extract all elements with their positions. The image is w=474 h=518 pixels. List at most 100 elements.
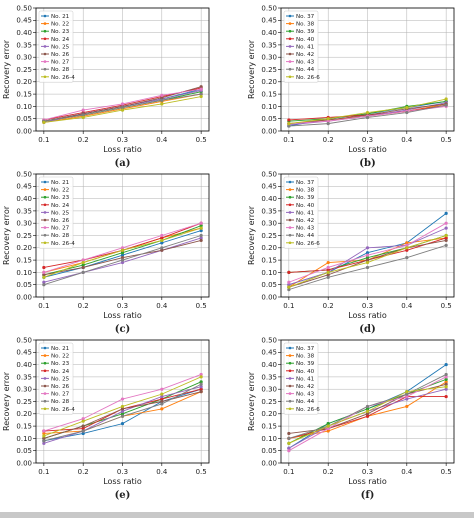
legend-marker xyxy=(43,180,47,184)
data-point xyxy=(444,363,448,367)
panel-caption: (e) xyxy=(115,490,131,501)
y-tick-label: 0.40 xyxy=(16,195,32,203)
legend-label: No. 26 xyxy=(51,52,70,58)
data-point xyxy=(160,241,164,245)
x-axis-title: Loss ratio xyxy=(348,477,387,486)
y-tick-label: 0.00 xyxy=(261,127,277,135)
legend-label: No. 26 xyxy=(51,218,70,224)
data-point xyxy=(160,236,164,240)
legend-label: No. 28 xyxy=(51,67,70,73)
legend-marker xyxy=(43,369,47,373)
legend-marker xyxy=(288,180,292,184)
legend-marker xyxy=(43,67,47,71)
legend-marker xyxy=(43,37,47,41)
x-tick-label: 0.1 xyxy=(38,468,49,476)
legend-label: No. 23 xyxy=(51,361,70,367)
data-point xyxy=(120,412,125,416)
data-point xyxy=(444,211,448,215)
data-point xyxy=(287,449,291,453)
chart-panel: 0.00 0.05 0.10 0.15 0.20 0.25 0.30 0.35 0.40 0.45… xyxy=(247,4,455,169)
legend-label: No. 22 xyxy=(51,354,69,360)
data-point xyxy=(326,422,330,426)
data-point xyxy=(81,426,85,431)
legend-marker xyxy=(288,218,292,222)
cropped-caption-strip xyxy=(0,512,474,518)
data-point xyxy=(199,380,203,384)
legend-label: No. 40 xyxy=(296,37,315,43)
data-point xyxy=(444,238,448,243)
y-tick-label: 0.10 xyxy=(16,435,32,443)
data-point xyxy=(405,106,409,110)
data-point xyxy=(365,251,370,255)
data-point xyxy=(160,407,164,411)
legend-label: No. 25 xyxy=(51,44,70,50)
legend-marker xyxy=(288,369,292,373)
data-point xyxy=(444,97,448,101)
x-tick-label: 0.5 xyxy=(441,136,452,144)
legend-marker xyxy=(288,211,292,214)
data-point xyxy=(287,285,291,289)
x-axis-title: Loss ratio xyxy=(103,477,142,486)
legend-marker xyxy=(43,22,47,25)
data-point xyxy=(444,387,448,391)
y-tick-label: 0.15 xyxy=(261,257,277,265)
data-point xyxy=(120,260,125,265)
y-tick-label: 0.50 xyxy=(261,4,277,12)
legend-label: No. 27 xyxy=(51,392,70,398)
data-point xyxy=(365,265,370,270)
data-point xyxy=(81,429,85,433)
y-tick-label: 0.30 xyxy=(16,220,32,228)
data-point xyxy=(160,387,164,391)
data-point xyxy=(199,224,203,228)
legend-label: No. 40 xyxy=(296,203,315,209)
legend-marker xyxy=(43,226,47,229)
legend-label: No. 44 xyxy=(296,67,315,73)
legend-marker xyxy=(43,241,47,245)
legend-label: No. 38 xyxy=(296,188,315,194)
y-tick-label: 0.20 xyxy=(16,410,32,418)
legend-label: No. 41 xyxy=(296,210,315,216)
x-tick-label: 0.1 xyxy=(283,468,294,476)
legend-label: No. 44 xyxy=(296,233,315,239)
legend-marker xyxy=(43,203,47,207)
data-point xyxy=(405,241,409,245)
x-tick-label: 0.2 xyxy=(323,136,334,144)
y-tick-label: 0.45 xyxy=(261,183,277,191)
x-axis-title: Loss ratio xyxy=(348,311,387,320)
data-point xyxy=(405,243,409,247)
legend-box xyxy=(283,10,319,83)
data-point xyxy=(199,382,203,386)
data-point xyxy=(42,439,46,443)
legend-label: No. 21 xyxy=(51,180,70,186)
data-point xyxy=(444,394,448,399)
data-point xyxy=(405,390,409,394)
y-tick-label: 0.45 xyxy=(261,17,277,25)
y-tick-label: 0.40 xyxy=(261,29,277,37)
data-point xyxy=(81,424,85,428)
data-point xyxy=(120,397,125,401)
legend-label: No. 38 xyxy=(296,22,315,28)
y-tick-label: 0.45 xyxy=(16,183,32,191)
data-point xyxy=(287,283,291,287)
y-tick-label: 0.30 xyxy=(16,54,32,62)
x-tick-label: 0.2 xyxy=(323,302,334,310)
data-point xyxy=(199,87,203,91)
legend-marker xyxy=(43,407,47,411)
axes-frame xyxy=(35,173,210,298)
y-tick-label: 0.30 xyxy=(16,386,32,394)
x-tick-label: 0.1 xyxy=(38,302,49,310)
legend-marker xyxy=(43,188,47,191)
legend-marker xyxy=(43,45,47,48)
y-tick-label: 0.15 xyxy=(261,91,277,99)
data-point xyxy=(365,256,370,260)
data-point xyxy=(42,275,46,279)
data-point xyxy=(287,436,291,440)
legend-marker xyxy=(43,211,47,214)
x-tick-label: 0.3 xyxy=(117,468,128,476)
data-point xyxy=(326,260,330,265)
legend-marker xyxy=(43,377,47,380)
y-tick-label: 0.35 xyxy=(261,207,277,215)
y-tick-label: 0.20 xyxy=(261,410,277,418)
data-point xyxy=(160,93,164,97)
